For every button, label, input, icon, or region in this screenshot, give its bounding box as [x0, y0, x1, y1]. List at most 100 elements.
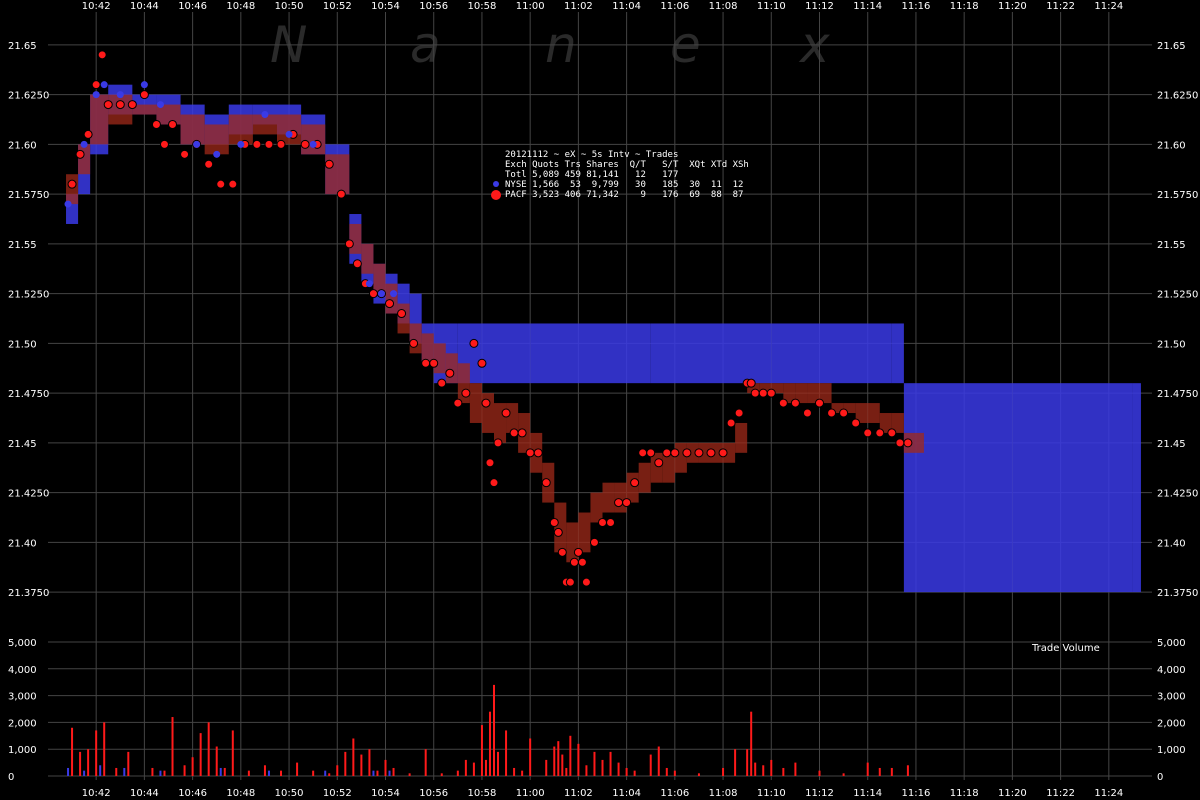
time-tick-label-top: 10:52: [323, 1, 352, 12]
pacf-volume-bar: [344, 751, 347, 776]
pacf-trade-marker: [654, 458, 664, 468]
time-tick-label-top: 10:46: [178, 1, 207, 12]
price-tick-label-left: 21.50: [8, 339, 37, 350]
pacf-trade-marker: [557, 547, 567, 557]
stats-box: 20121112 ~ eX ~ 5s Intv ~ Trades Exch Qu…: [491, 150, 749, 200]
pacf-quote-band: [421, 333, 434, 364]
time-tick-label-bottom: 11:02: [564, 788, 593, 799]
pacf-quote-band: [349, 223, 362, 254]
pacf-trade-marker: [734, 408, 744, 418]
nyse-legend-dot-icon: [493, 181, 499, 187]
volume-tick-label-right: 4,000: [1157, 665, 1186, 676]
nyse-trade-marker: [156, 101, 164, 109]
pacf-quote-band: [735, 422, 748, 453]
pacf-volume-bar: [545, 759, 548, 776]
nyse-volume-bar: [267, 770, 270, 776]
pacf-trade-marker: [159, 139, 169, 149]
pacf-trade-marker: [525, 448, 535, 458]
nyse-volume-bar: [123, 767, 126, 776]
nyse-trade-marker: [285, 130, 293, 138]
pacf-trade-marker: [670, 448, 680, 458]
pacf-quote-band: [252, 114, 277, 135]
pacf-trade-marker: [264, 139, 274, 149]
pacf-trade-marker: [481, 398, 491, 408]
pacf-volume-bar: [842, 773, 845, 776]
pacf-trade-marker: [569, 557, 579, 567]
pacf-trade-marker: [385, 299, 395, 309]
time-tick-label-bottom: 10:50: [275, 788, 304, 799]
pacf-quote-band: [686, 442, 699, 463]
pacf-quote-band: [385, 283, 398, 314]
pacf-trade-marker: [598, 517, 607, 527]
volume-tick-label-left: 4,000: [8, 665, 37, 676]
pacf-trade-marker: [477, 358, 487, 368]
pacf-volume-bar: [207, 722, 210, 776]
pacf-volume-bar: [906, 765, 909, 776]
time-tick-label-bottom: 11:22: [1046, 788, 1075, 799]
pacf-volume-bar: [360, 754, 363, 776]
pacf-trade-marker: [83, 129, 93, 139]
pacf-quote-band: [747, 383, 760, 394]
pacf-quote-band: [674, 442, 687, 473]
time-axis-labels: 10:42 10:42 10:44 10:44 10:46 10:46 10:48 10:48…: [82, 1, 1123, 799]
pacf-trade-marker: [630, 478, 640, 488]
nyse-quote-band: [650, 323, 772, 384]
pacf-quote-band: [711, 442, 724, 463]
nyse-volume-bar: [388, 770, 391, 776]
pacf-trade-marker: [453, 398, 463, 408]
nyse-volume-bar: [159, 770, 162, 776]
pacf-volume-bar: [392, 767, 395, 776]
pacf-volume-bar: [750, 711, 753, 776]
time-tick-label-top: 11:08: [709, 1, 738, 12]
pacf-quote-band: [590, 492, 603, 523]
pacf-volume-bar: [782, 767, 785, 776]
pacf-quote-bands: [66, 94, 924, 563]
pacf-quote-band: [879, 413, 892, 433]
pacf-quote-band: [78, 144, 91, 175]
price-tick-label-left: 21.65: [8, 41, 37, 52]
pacf-volume-bar: [368, 749, 371, 776]
pacf-trade-marker: [646, 448, 656, 458]
price-tick-label-right: 21.60: [1157, 140, 1186, 151]
pacf-volume-bar: [665, 767, 668, 776]
nyse-trade-marker: [116, 91, 124, 99]
pacf-quote-band: [626, 472, 639, 503]
pacf-trade-marker: [489, 478, 499, 488]
time-tick-label-top: 11:18: [950, 1, 979, 12]
time-tick-label-bottom: 11:06: [660, 788, 689, 799]
pacf-volume-bar: [79, 751, 82, 776]
time-tick-label-bottom: 10:48: [226, 788, 255, 799]
time-tick-label-bottom: 11:00: [516, 788, 545, 799]
pacf-trade-marker: [509, 428, 519, 438]
nyse-trade-marker: [377, 290, 385, 298]
time-tick-label-bottom: 11:08: [709, 788, 738, 799]
pacf-quote-band: [723, 442, 736, 463]
pacf-quote-band: [397, 303, 410, 334]
nyse-volume-bar: [219, 767, 222, 776]
pacf-trade-marker: [493, 438, 503, 448]
pacf-trade-marker: [541, 478, 551, 488]
stats-row-pacf: PACF 3,523 406 71,342 9 176 69 88 87: [505, 190, 743, 200]
price-tick-label-right: 21.5250: [1157, 290, 1198, 301]
pacf-volume-bar: [513, 767, 516, 776]
time-tick-label-top: 11:16: [902, 1, 931, 12]
stats-columns: Exch Quots Trs Shares Q/T S/T XQt XTd XS…: [505, 160, 749, 170]
time-tick-label-top: 11:04: [612, 1, 641, 12]
pacf-volume-bar: [263, 765, 266, 776]
time-tick-label-bottom: 10:54: [371, 788, 400, 799]
pacf-trade-marker: [875, 428, 885, 438]
pacf-volume-bar: [746, 749, 749, 776]
pacf-volume-bar: [585, 765, 588, 776]
nyse-trade-marker: [64, 200, 72, 208]
pacf-volume-bar: [565, 767, 568, 776]
pacf-trade-marker: [903, 438, 913, 448]
pacf-trade-marker: [758, 388, 768, 398]
time-tick-label-bottom: 11:20: [998, 788, 1027, 799]
pacf-volume-bar: [497, 751, 500, 776]
pacf-trade-marker: [827, 408, 837, 418]
volume-tick-label-left: 2,000: [8, 718, 37, 729]
volume-tick-label-right: 2,000: [1157, 718, 1186, 729]
pacf-quote-band: [807, 383, 820, 404]
stats-header: 20121112 ~ eX ~ 5s Intv ~ Trades: [505, 150, 678, 160]
